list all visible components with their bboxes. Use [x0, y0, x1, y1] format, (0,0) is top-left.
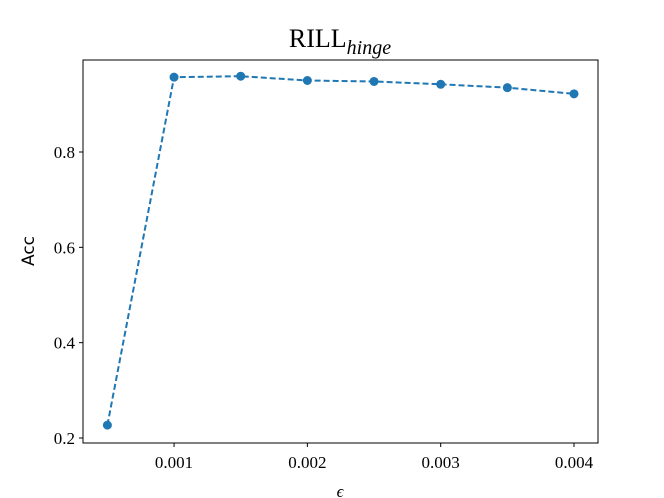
x-axis-label: ϵ [337, 482, 345, 498]
y-tick-label: 0.2 [54, 429, 75, 448]
data-point [436, 79, 446, 89]
data-point [369, 76, 379, 86]
y-tick-label: 0.8 [54, 143, 75, 162]
title-subscript: hinge [347, 37, 392, 59]
y-tick-label: 0.6 [54, 238, 75, 257]
data-point [236, 71, 246, 81]
x-tick-label: 0.002 [288, 453, 326, 472]
data-point [102, 420, 112, 430]
data-point [169, 72, 179, 82]
y-tick-label: 0.4 [54, 334, 76, 353]
x-tick-label: 0.001 [155, 453, 193, 472]
data-point [302, 75, 312, 85]
y-axis-label: Acc [19, 236, 39, 266]
x-tick-label: 0.004 [555, 453, 594, 472]
series-line [106, 75, 575, 426]
data-point [569, 89, 579, 99]
x-tick-label: 0.003 [422, 453, 460, 472]
title-main: RILL [289, 24, 347, 53]
chart-title: RILLhinge [289, 24, 391, 59]
data-point [502, 83, 512, 93]
plot-frame [82, 59, 599, 444]
